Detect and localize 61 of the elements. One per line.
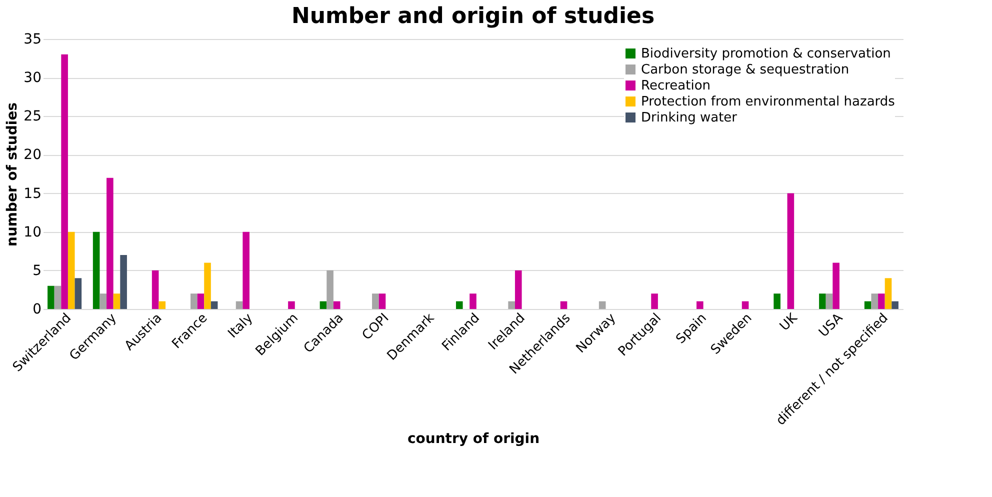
y-tick-label: 35 bbox=[24, 32, 42, 48]
x-tick-label: USA bbox=[816, 310, 846, 340]
bar bbox=[819, 294, 826, 309]
y-tick-label: 20 bbox=[24, 147, 42, 164]
bar bbox=[787, 193, 794, 309]
bar bbox=[61, 54, 68, 309]
bar bbox=[864, 301, 872, 309]
legend-label: Recreation bbox=[641, 78, 711, 94]
bar bbox=[326, 270, 334, 309]
legend-label: Drinking water bbox=[641, 110, 738, 126]
chart-title: Number and origin of studies bbox=[291, 4, 655, 29]
y-tick-label: 5 bbox=[32, 262, 42, 279]
bar bbox=[742, 301, 749, 309]
bar bbox=[826, 294, 833, 309]
bar bbox=[92, 232, 100, 309]
bar bbox=[378, 294, 386, 309]
bar bbox=[696, 301, 704, 309]
bar bbox=[190, 294, 198, 309]
bar bbox=[514, 270, 522, 309]
legend-label: Biodiversity promotion & conservation bbox=[641, 46, 891, 62]
bar bbox=[320, 301, 327, 309]
y-tick-label: 15 bbox=[24, 186, 42, 202]
bar bbox=[197, 294, 204, 309]
x-tick-label: UK bbox=[777, 310, 801, 334]
bar bbox=[470, 294, 476, 309]
y-axis-title: number of studies bbox=[4, 102, 21, 247]
bar bbox=[68, 232, 75, 309]
bar bbox=[120, 255, 127, 309]
bar bbox=[598, 301, 606, 309]
bar bbox=[152, 270, 159, 309]
bar bbox=[242, 232, 250, 309]
bar bbox=[372, 294, 379, 309]
bar bbox=[204, 262, 211, 309]
bar bbox=[892, 301, 898, 309]
bar bbox=[236, 301, 243, 309]
bar bbox=[288, 301, 295, 309]
bar bbox=[100, 294, 107, 309]
bar bbox=[74, 278, 82, 309]
bar bbox=[54, 286, 62, 309]
bar bbox=[48, 286, 54, 309]
bar bbox=[333, 301, 340, 309]
bar bbox=[158, 301, 166, 309]
bar bbox=[832, 262, 840, 309]
bar bbox=[560, 301, 568, 309]
y-tick-label: 30 bbox=[24, 70, 42, 86]
y-tick-label: 10 bbox=[24, 224, 42, 240]
bar bbox=[106, 178, 114, 309]
bar bbox=[651, 294, 658, 309]
bar bbox=[508, 301, 515, 309]
bar bbox=[871, 294, 878, 309]
y-tick-label: 25 bbox=[24, 108, 42, 125]
bar bbox=[878, 294, 885, 309]
bar bbox=[113, 294, 120, 309]
bar bbox=[210, 301, 218, 309]
y-tick-label: 0 bbox=[32, 302, 42, 318]
bar bbox=[774, 294, 780, 309]
bar bbox=[884, 278, 892, 309]
x-axis-title: country of origin bbox=[407, 430, 540, 447]
bar bbox=[456, 301, 463, 309]
legend-label: Protection from environmental hazards bbox=[641, 94, 896, 110]
legend-label: Carbon storage & sequestration bbox=[641, 62, 850, 78]
